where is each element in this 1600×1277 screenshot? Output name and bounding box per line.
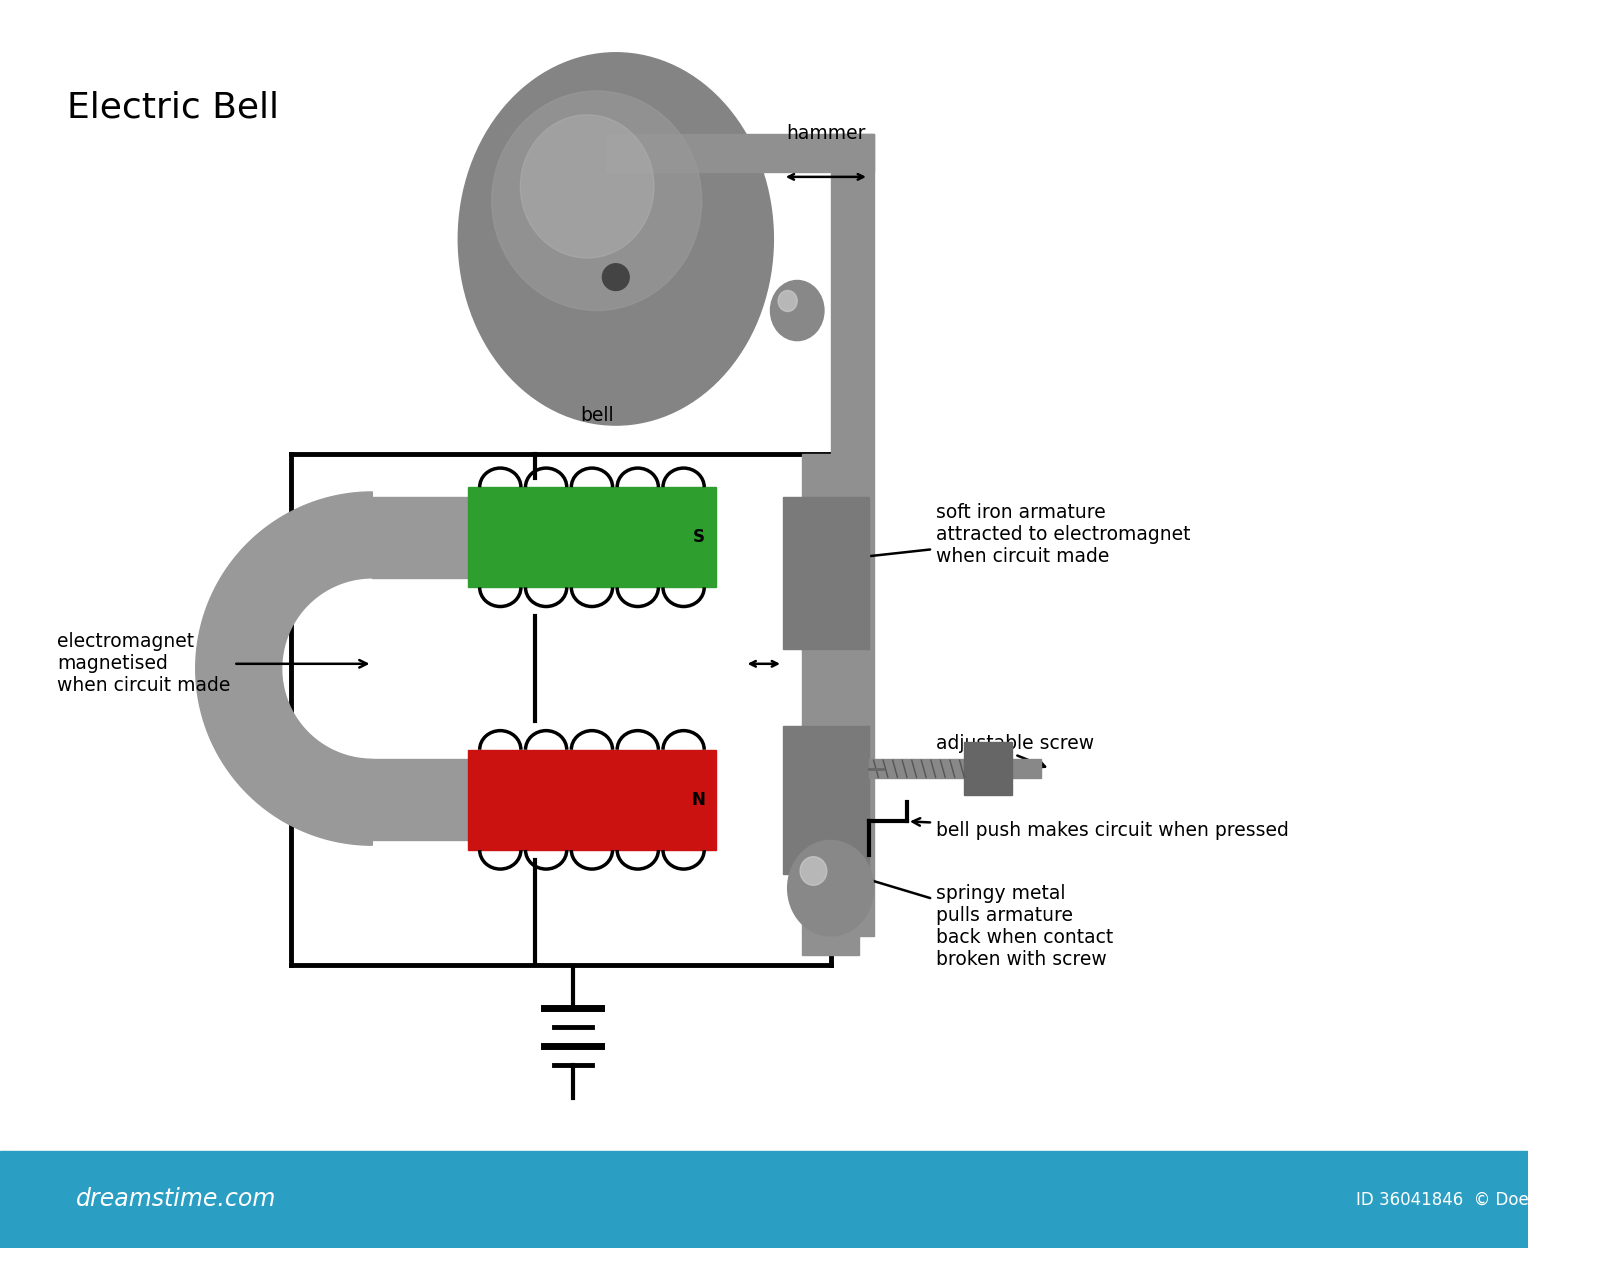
Text: N: N	[691, 790, 706, 808]
Ellipse shape	[458, 52, 773, 425]
Text: hammer: hammer	[786, 124, 866, 143]
Bar	[830, 134, 874, 936]
Text: ID 36041846  © Doethion: ID 36041846 © Doethion	[1355, 1190, 1571, 1208]
Bar	[782, 725, 869, 873]
Polygon shape	[195, 492, 373, 845]
Ellipse shape	[787, 840, 874, 936]
Ellipse shape	[771, 281, 824, 341]
Bar	[373, 760, 650, 840]
Bar	[782, 497, 869, 650]
Bar	[606, 134, 874, 172]
Text: adjustable screw
contact: adjustable screw contact	[936, 734, 1094, 775]
Bar	[467, 487, 717, 587]
Text: springy metal
pulls armature
back when contact
broken with screw: springy metal pulls armature back when c…	[808, 859, 1114, 969]
Bar	[0, 1151, 1528, 1248]
Bar	[965, 742, 1013, 794]
Text: soft iron armature
attracted to electromagnet
when circuit made: soft iron armature attracted to electrom…	[808, 503, 1190, 567]
Ellipse shape	[491, 91, 702, 310]
Bar	[467, 750, 717, 850]
Bar	[869, 760, 1040, 779]
Text: bell: bell	[579, 406, 613, 425]
Bar	[373, 497, 650, 578]
Text: dreamstime.com: dreamstime.com	[77, 1188, 277, 1212]
Ellipse shape	[800, 857, 827, 885]
Ellipse shape	[520, 115, 654, 258]
Text: Electric Bell: Electric Bell	[67, 91, 278, 125]
Text: electromagnet
magnetised
when circuit made: electromagnet magnetised when circuit ma…	[58, 632, 366, 695]
Circle shape	[603, 264, 629, 290]
Text: S: S	[693, 529, 706, 547]
Ellipse shape	[778, 290, 797, 312]
Text: bell push makes circuit when pressed: bell push makes circuit when pressed	[912, 819, 1288, 840]
Bar	[802, 453, 859, 955]
